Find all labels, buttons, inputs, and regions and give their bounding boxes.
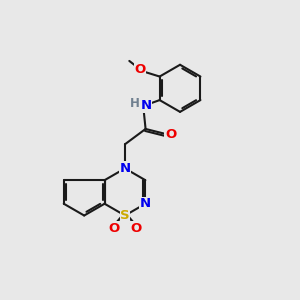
Text: O: O: [135, 63, 146, 76]
Text: H: H: [130, 97, 140, 110]
Text: S: S: [120, 209, 130, 222]
Text: N: N: [119, 162, 130, 175]
Text: N: N: [141, 100, 152, 112]
Text: O: O: [108, 222, 120, 235]
Text: O: O: [165, 128, 176, 141]
Text: N: N: [140, 197, 151, 210]
Text: O: O: [130, 222, 142, 235]
